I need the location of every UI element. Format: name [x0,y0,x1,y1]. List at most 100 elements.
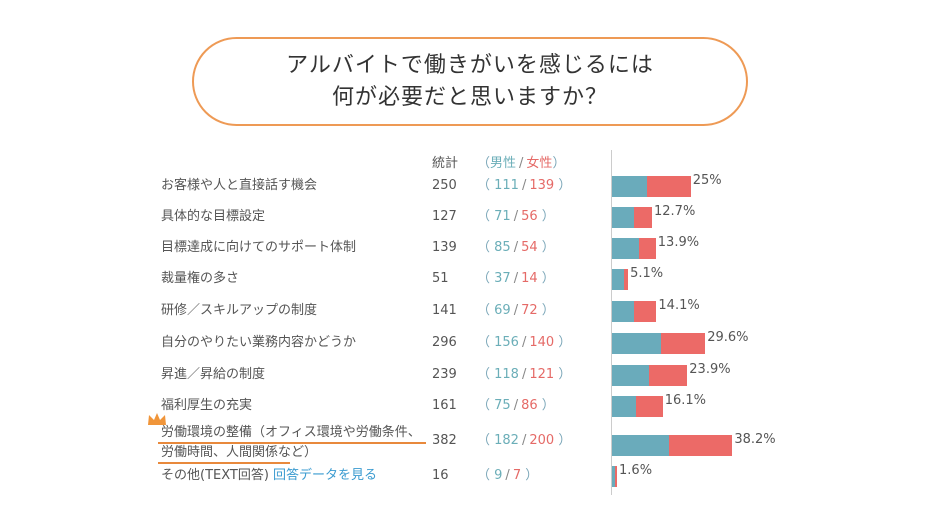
female-count: 86 [521,398,538,413]
bar-male [612,466,615,487]
chart-row: その他(TEXT回答) 回答データを見る 16 （ 9/7 ） 1.6% [0,462,940,490]
row-label: お客様や人と直接話す機会 [161,172,317,200]
female-count: 200 [529,433,555,448]
row-label-text: 研修／スキルアップの制度 [161,303,318,318]
row-gender-split: （ 9/7 ） [477,462,538,490]
row-label-text: 具体的な目標設定 [161,209,266,224]
bar-percent-label: 14.1% [658,298,700,313]
row-label-text: お客様や人と直接話す機会 [161,178,318,193]
row-total: 161 [432,398,457,413]
bar-percent-label: 23.9% [689,362,731,377]
close-paren: ） [537,209,555,224]
female-count: 54 [521,240,538,255]
slash: / [513,209,519,224]
bar-female [633,301,657,322]
row-label-text: 自分のやりたい業務内容かどうか [161,335,357,350]
row-label: 研修／スキルアップの制度 [161,297,317,325]
header-open-paren: （ [477,156,491,171]
male-count: 85 [494,240,511,255]
header-total: 統計 [432,156,459,171]
row-label-text: その他(TEXT回答) [161,468,269,483]
title-line-2: 何が必要だと思いますか？ [331,84,608,110]
male-count: 69 [494,303,511,318]
bar-percent-label: 38.2% [734,432,776,447]
open-paren: （ [477,303,495,318]
female-count: 139 [529,178,555,193]
slash: / [513,398,519,413]
row-total: 139 [432,240,457,255]
row-gender-split: （ 182/200 ） [477,427,571,455]
chart-row: 裁量権の多さ 51 （ 37/14 ） 5.1% [0,265,940,293]
header-slash: / [519,156,524,171]
header-gender: （男性 / 女性） [477,152,565,171]
bar-percent-label: 12.7% [654,204,696,219]
slash: / [513,303,519,318]
header-close-paren: ） [552,156,566,171]
bar-male [612,301,634,322]
row-total: 16 [432,468,449,483]
bar-male [612,207,635,228]
chart-row: 福利厚生の充実 161 （ 75/86 ） 16.1% [0,392,940,420]
row-label: 裁量権の多さ [161,265,239,293]
bar-percent-label: 25% [692,173,722,188]
bar-percent-label: 13.9% [657,235,700,250]
view-answers-link[interactable]: 回答データを見る [268,468,378,483]
slash: / [513,240,519,255]
row-gender-split: （ 118/121 ） [477,361,571,389]
male-count: 37 [494,271,511,286]
row-total: 127 [432,209,457,224]
close-paren: ） [554,178,572,193]
close-paren: ） [521,468,539,483]
open-paren: （ [477,271,495,286]
bar-percent-label: 1.6% [619,463,653,478]
open-paren: （ [477,367,495,382]
bar-female [649,365,688,386]
open-paren: （ [477,433,495,448]
row-label: 目標達成に向けてのサポート体制 [161,234,356,262]
slash: / [505,468,510,483]
row-label: 福利厚生の充実 [161,392,252,420]
bar-male [612,176,647,197]
bar-male [612,396,636,417]
close-paren: ） [537,240,555,255]
row-gender-split: （ 37/14 ） [477,265,555,293]
bar-female [623,269,629,290]
row-gender-split: （ 69/72 ） [477,297,555,325]
row-total: 239 [432,367,457,382]
chart-row: 目標達成に向けてのサポート体制 139 （ 85/54 ） 13.9% [0,234,940,262]
bar-percent-label: 16.1% [664,393,707,408]
female-count: 7 [512,468,522,483]
bar-female [638,238,656,259]
row-gender-split: （ 85/54 ） [477,234,555,262]
row-label-text: 裁量権の多さ [161,271,240,286]
bar-male [612,365,650,386]
bar-female [646,176,691,197]
open-paren: （ [477,335,495,350]
close-paren: ） [537,271,555,286]
slash: / [521,335,527,350]
open-paren: （ [477,209,495,224]
female-count: 14 [521,271,538,286]
female-count: 72 [521,303,538,318]
close-paren: ） [537,398,555,413]
row-total: 296 [432,335,457,350]
female-count: 140 [529,335,555,350]
highlight-underline [158,442,426,444]
male-count: 111 [494,178,519,193]
open-paren: （ [477,178,495,193]
chart-row: 研修／スキルアップの制度 141 （ 69/72 ） 14.1% [0,297,940,325]
slash: / [521,433,527,448]
chart-row: 労働環境の整備（オフィス環境や労働条件、労働時間、人間関係など） 382 （ 182… [0,425,940,464]
row-label: 昇進／昇給の制度 [161,361,265,389]
bar-female [661,333,706,354]
open-paren: （ [477,468,495,483]
chart-row: お客様や人と直接話す機会 250 （ 111/139 ） 25% [0,172,940,200]
slash: / [521,367,527,382]
bar-female [614,466,618,487]
bar-percent-label: 5.1% [630,266,664,281]
male-count: 71 [494,209,511,224]
bar-male [612,435,670,456]
row-gender-split: （ 75/86 ） [477,392,555,420]
female-count: 56 [521,209,538,224]
slash: / [513,271,519,286]
